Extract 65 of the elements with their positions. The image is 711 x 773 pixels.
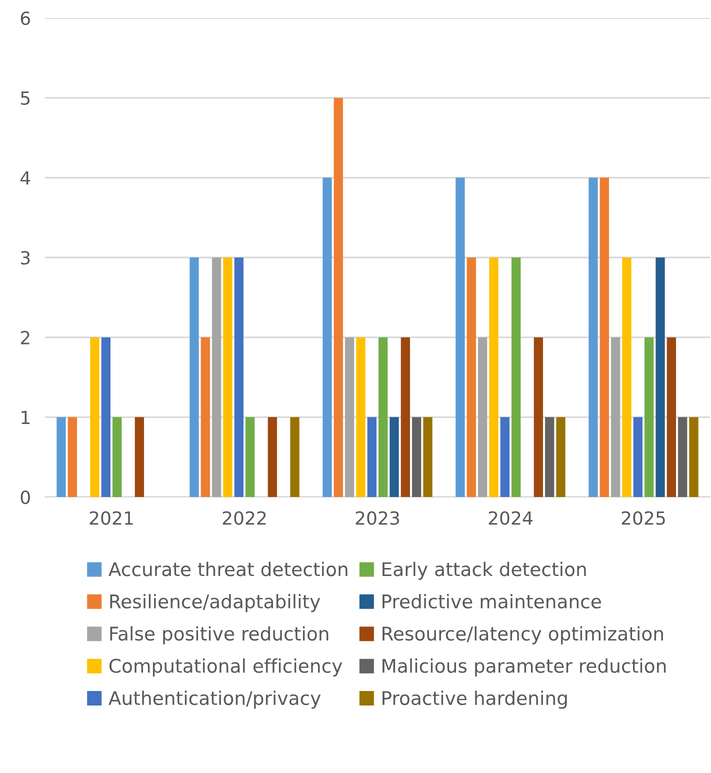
y-tick-label: 2	[20, 330, 30, 344]
bar	[378, 337, 388, 497]
bar	[290, 417, 300, 497]
bar	[512, 258, 521, 497]
bar	[190, 258, 199, 497]
y-tick-label: 1	[22, 410, 30, 424]
bar	[68, 417, 77, 497]
bar	[268, 417, 278, 497]
bar	[478, 337, 488, 497]
bar	[588, 178, 598, 497]
legend-label: Computational efficiency	[109, 658, 342, 677]
x-tick-label: 2024	[488, 511, 532, 525]
legend-label: Resource/latency optimization	[382, 626, 663, 644]
bar	[56, 417, 66, 497]
y-tick-label: 6	[20, 11, 30, 26]
bar	[200, 337, 210, 497]
legend-label: Malicious parameter reduction	[382, 658, 666, 677]
bar	[456, 178, 465, 497]
bar	[423, 417, 432, 497]
bar	[367, 417, 376, 497]
bar	[600, 178, 609, 497]
bar	[412, 417, 422, 497]
y-tick-label: 3	[21, 250, 30, 265]
bar	[545, 417, 554, 497]
legend-label: Accurate threat detection	[108, 562, 348, 576]
bar	[334, 98, 343, 497]
x-tick-label: 2025	[622, 511, 665, 525]
bar	[644, 337, 654, 497]
bar	[656, 258, 665, 497]
x-tick-label: 2023	[356, 511, 400, 525]
legend-label: False positive reduction	[110, 626, 328, 644]
bar	[246, 417, 255, 497]
legend-label: Predictive maintenance	[382, 594, 601, 608]
bar	[322, 178, 332, 497]
y-tick-label: 4	[20, 171, 30, 185]
legend-label: Resilience/adaptability	[110, 594, 320, 612]
bar	[390, 417, 399, 497]
bar	[500, 417, 510, 497]
bar	[610, 337, 620, 497]
bar	[344, 337, 354, 497]
bar	[678, 417, 688, 497]
bar	[622, 258, 632, 497]
bar	[633, 417, 642, 497]
bar	[489, 258, 498, 497]
y-tick-label: 0	[20, 490, 30, 504]
bar	[666, 337, 676, 497]
legend-label: Proactive hardening	[382, 690, 567, 709]
bar	[466, 258, 476, 497]
bar	[223, 258, 232, 497]
bar	[689, 417, 698, 497]
bar	[534, 337, 544, 497]
bar	[356, 337, 366, 497]
bar	[212, 258, 222, 497]
x-tick-label: 2022	[222, 511, 266, 525]
bar	[400, 337, 410, 497]
legend-label: Authentication/privacy	[108, 690, 321, 709]
x-tick-label: 2021	[90, 511, 133, 525]
bar	[134, 417, 144, 497]
y-tick-label: 5	[21, 92, 30, 105]
bar	[112, 417, 122, 497]
bar	[234, 258, 244, 497]
legend-label: Early attack detection	[382, 562, 586, 580]
bar	[90, 337, 100, 497]
bar	[101, 337, 110, 497]
bar	[556, 417, 566, 497]
